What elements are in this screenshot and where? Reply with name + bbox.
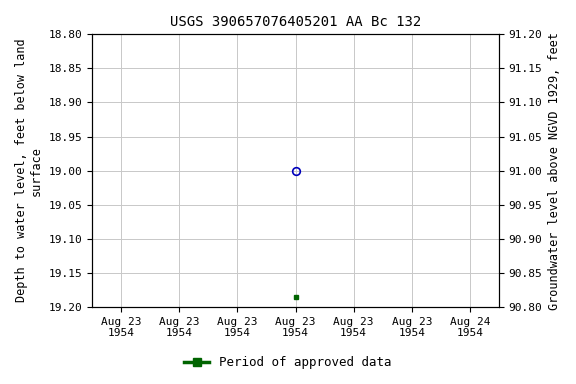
Title: USGS 390657076405201 AA Bc 132: USGS 390657076405201 AA Bc 132 <box>170 15 421 29</box>
Y-axis label: Groundwater level above NGVD 1929, feet: Groundwater level above NGVD 1929, feet <box>548 32 561 310</box>
Legend: Period of approved data: Period of approved data <box>179 351 397 374</box>
Y-axis label: Depth to water level, feet below land
surface: Depth to water level, feet below land su… <box>15 39 43 303</box>
